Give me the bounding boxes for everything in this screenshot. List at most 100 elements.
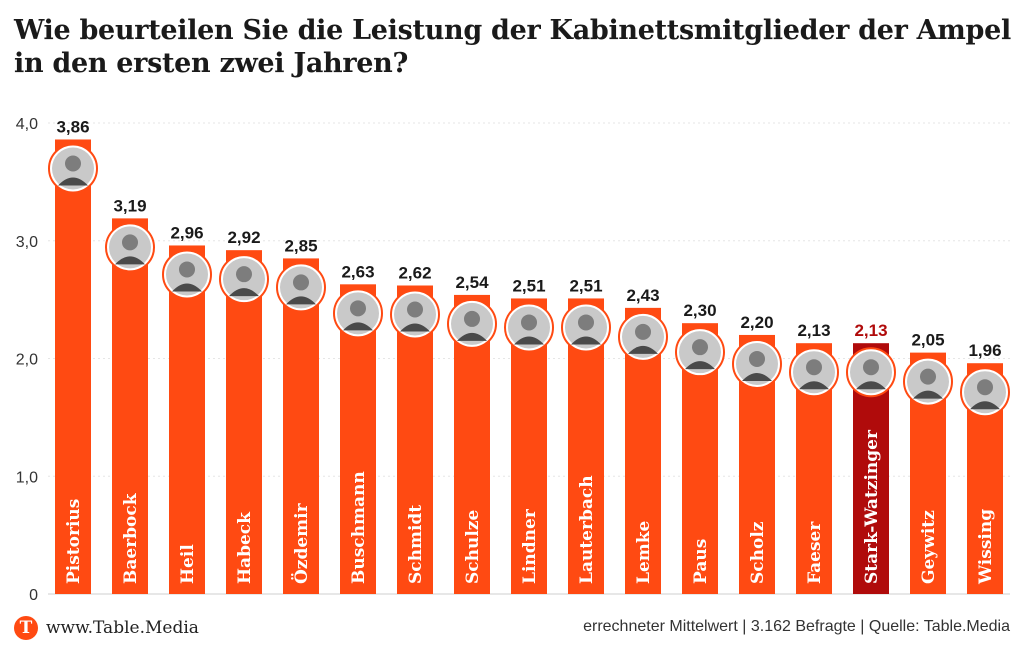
- bar-category-label: Geywitz: [919, 510, 939, 584]
- bar-category-label: Schulze: [463, 510, 483, 584]
- bar-category-label: Baerbock: [121, 492, 141, 584]
- avatar-body: [970, 401, 1000, 410]
- value-label: 2,13: [854, 321, 887, 340]
- chart-title: Wie beurteilen Sie die Leistung der Kabi…: [14, 15, 1011, 79]
- avatar-icon: [675, 327, 725, 378]
- avatar-icon: [219, 254, 269, 305]
- avatar-body: [571, 336, 601, 345]
- avatar-icon: [276, 262, 326, 313]
- value-label: 3,19: [113, 196, 146, 215]
- footer-brand: T www.Table.Media: [14, 615, 199, 641]
- avatar-body: [286, 296, 316, 305]
- avatar-head: [179, 261, 195, 278]
- avatar-head: [407, 301, 423, 318]
- avatar-icon: [162, 249, 212, 300]
- avatar-head: [293, 274, 309, 291]
- value-label: 2,63: [341, 262, 374, 281]
- avatar-icon: [561, 302, 611, 353]
- avatar-head: [464, 310, 480, 327]
- brand-url: www.Table.Media: [46, 618, 199, 638]
- bar-category-label: Buschmann: [349, 471, 369, 584]
- value-label: 2,20: [740, 313, 773, 332]
- y-tick-label: 2,0: [16, 352, 38, 369]
- avatar-body: [115, 256, 145, 265]
- avatar-body: [685, 361, 715, 370]
- bar-category-label: Lindner: [520, 508, 540, 584]
- bar-category-label: Lauterbach: [577, 475, 597, 584]
- avatar-head: [749, 350, 765, 367]
- value-label: 1,96: [968, 341, 1001, 360]
- value-label: 3,86: [56, 117, 89, 136]
- value-label: 2,13: [797, 321, 830, 340]
- y-tick-label: 1,0: [16, 469, 38, 486]
- avatar-icon: [333, 288, 383, 339]
- avatar-icon: [390, 289, 440, 340]
- avatar-body: [229, 288, 259, 297]
- value-label: 2,85: [284, 236, 317, 255]
- avatar-body: [628, 345, 658, 354]
- avatar-body: [457, 332, 487, 341]
- bar-category-label: Lemke: [634, 520, 654, 584]
- avatar-body: [799, 381, 829, 390]
- bar: [112, 218, 148, 594]
- avatar-head: [578, 314, 594, 331]
- bar-category-label: Schmidt: [406, 505, 426, 584]
- avatar-head: [920, 368, 936, 385]
- source-note: errechneter Mittelwert | 3.162 Befragte …: [583, 618, 1010, 635]
- y-tick-label: 0: [29, 587, 38, 604]
- avatar-body: [856, 381, 886, 390]
- value-label: 2,05: [911, 331, 944, 350]
- bar-category-label: Scholz: [748, 521, 768, 584]
- avatar-icon: [903, 356, 953, 407]
- avatar-head: [635, 323, 651, 340]
- avatar-head: [122, 234, 138, 251]
- avatar-body: [172, 283, 202, 292]
- avatar-icon: [447, 298, 497, 349]
- avatar-body: [343, 322, 373, 331]
- avatar-head: [977, 379, 993, 396]
- avatar-icon: [48, 143, 98, 194]
- avatar-head: [863, 359, 879, 376]
- avatar-head: [236, 266, 252, 283]
- value-label: 2,43: [626, 286, 659, 305]
- avatar-body: [742, 372, 772, 381]
- avatar-icon: [105, 222, 155, 273]
- y-tick-label: 4,0: [16, 116, 38, 133]
- avatar-body: [400, 323, 430, 332]
- value-label: 2,62: [398, 263, 431, 282]
- avatar-head: [350, 300, 366, 317]
- bar-category-label: Pistorius: [64, 499, 84, 584]
- value-label: 2,54: [455, 273, 489, 292]
- avatar-icon: [732, 338, 782, 389]
- bar: [226, 250, 262, 595]
- avatar-head: [692, 339, 708, 356]
- y-tick-label: 3,0: [16, 234, 38, 251]
- value-label: 2,92: [227, 228, 260, 247]
- bar-category-label: Paus: [691, 539, 711, 584]
- avatar-icon: [789, 347, 839, 398]
- bar: [55, 139, 91, 595]
- value-label: 2,51: [569, 276, 602, 295]
- avatar-body: [913, 390, 943, 399]
- bar: [283, 258, 319, 594]
- bar-category-label: Habeck: [235, 511, 255, 584]
- avatar-head: [806, 359, 822, 376]
- avatar-icon: [618, 311, 668, 362]
- value-label: 2,51: [512, 276, 545, 295]
- avatar-icon: [846, 347, 896, 398]
- value-label: 2,96: [170, 223, 203, 242]
- avatar-body: [514, 336, 544, 345]
- bar-category-label: Faeser: [805, 521, 825, 584]
- bar-category-label: Stark-Watzinger: [862, 429, 882, 584]
- avatar-icon: [504, 302, 554, 353]
- avatar-head: [65, 155, 81, 172]
- bar-category-label: Wissing: [976, 509, 996, 585]
- bar: [169, 245, 205, 594]
- bar-category-label: Heil: [178, 544, 198, 584]
- bar-category-label: Özdemir: [291, 502, 312, 584]
- table-media-logo-icon: T: [14, 616, 38, 640]
- avatar-head: [521, 314, 537, 331]
- avatar-icon: [960, 367, 1010, 418]
- avatar-body: [58, 177, 88, 186]
